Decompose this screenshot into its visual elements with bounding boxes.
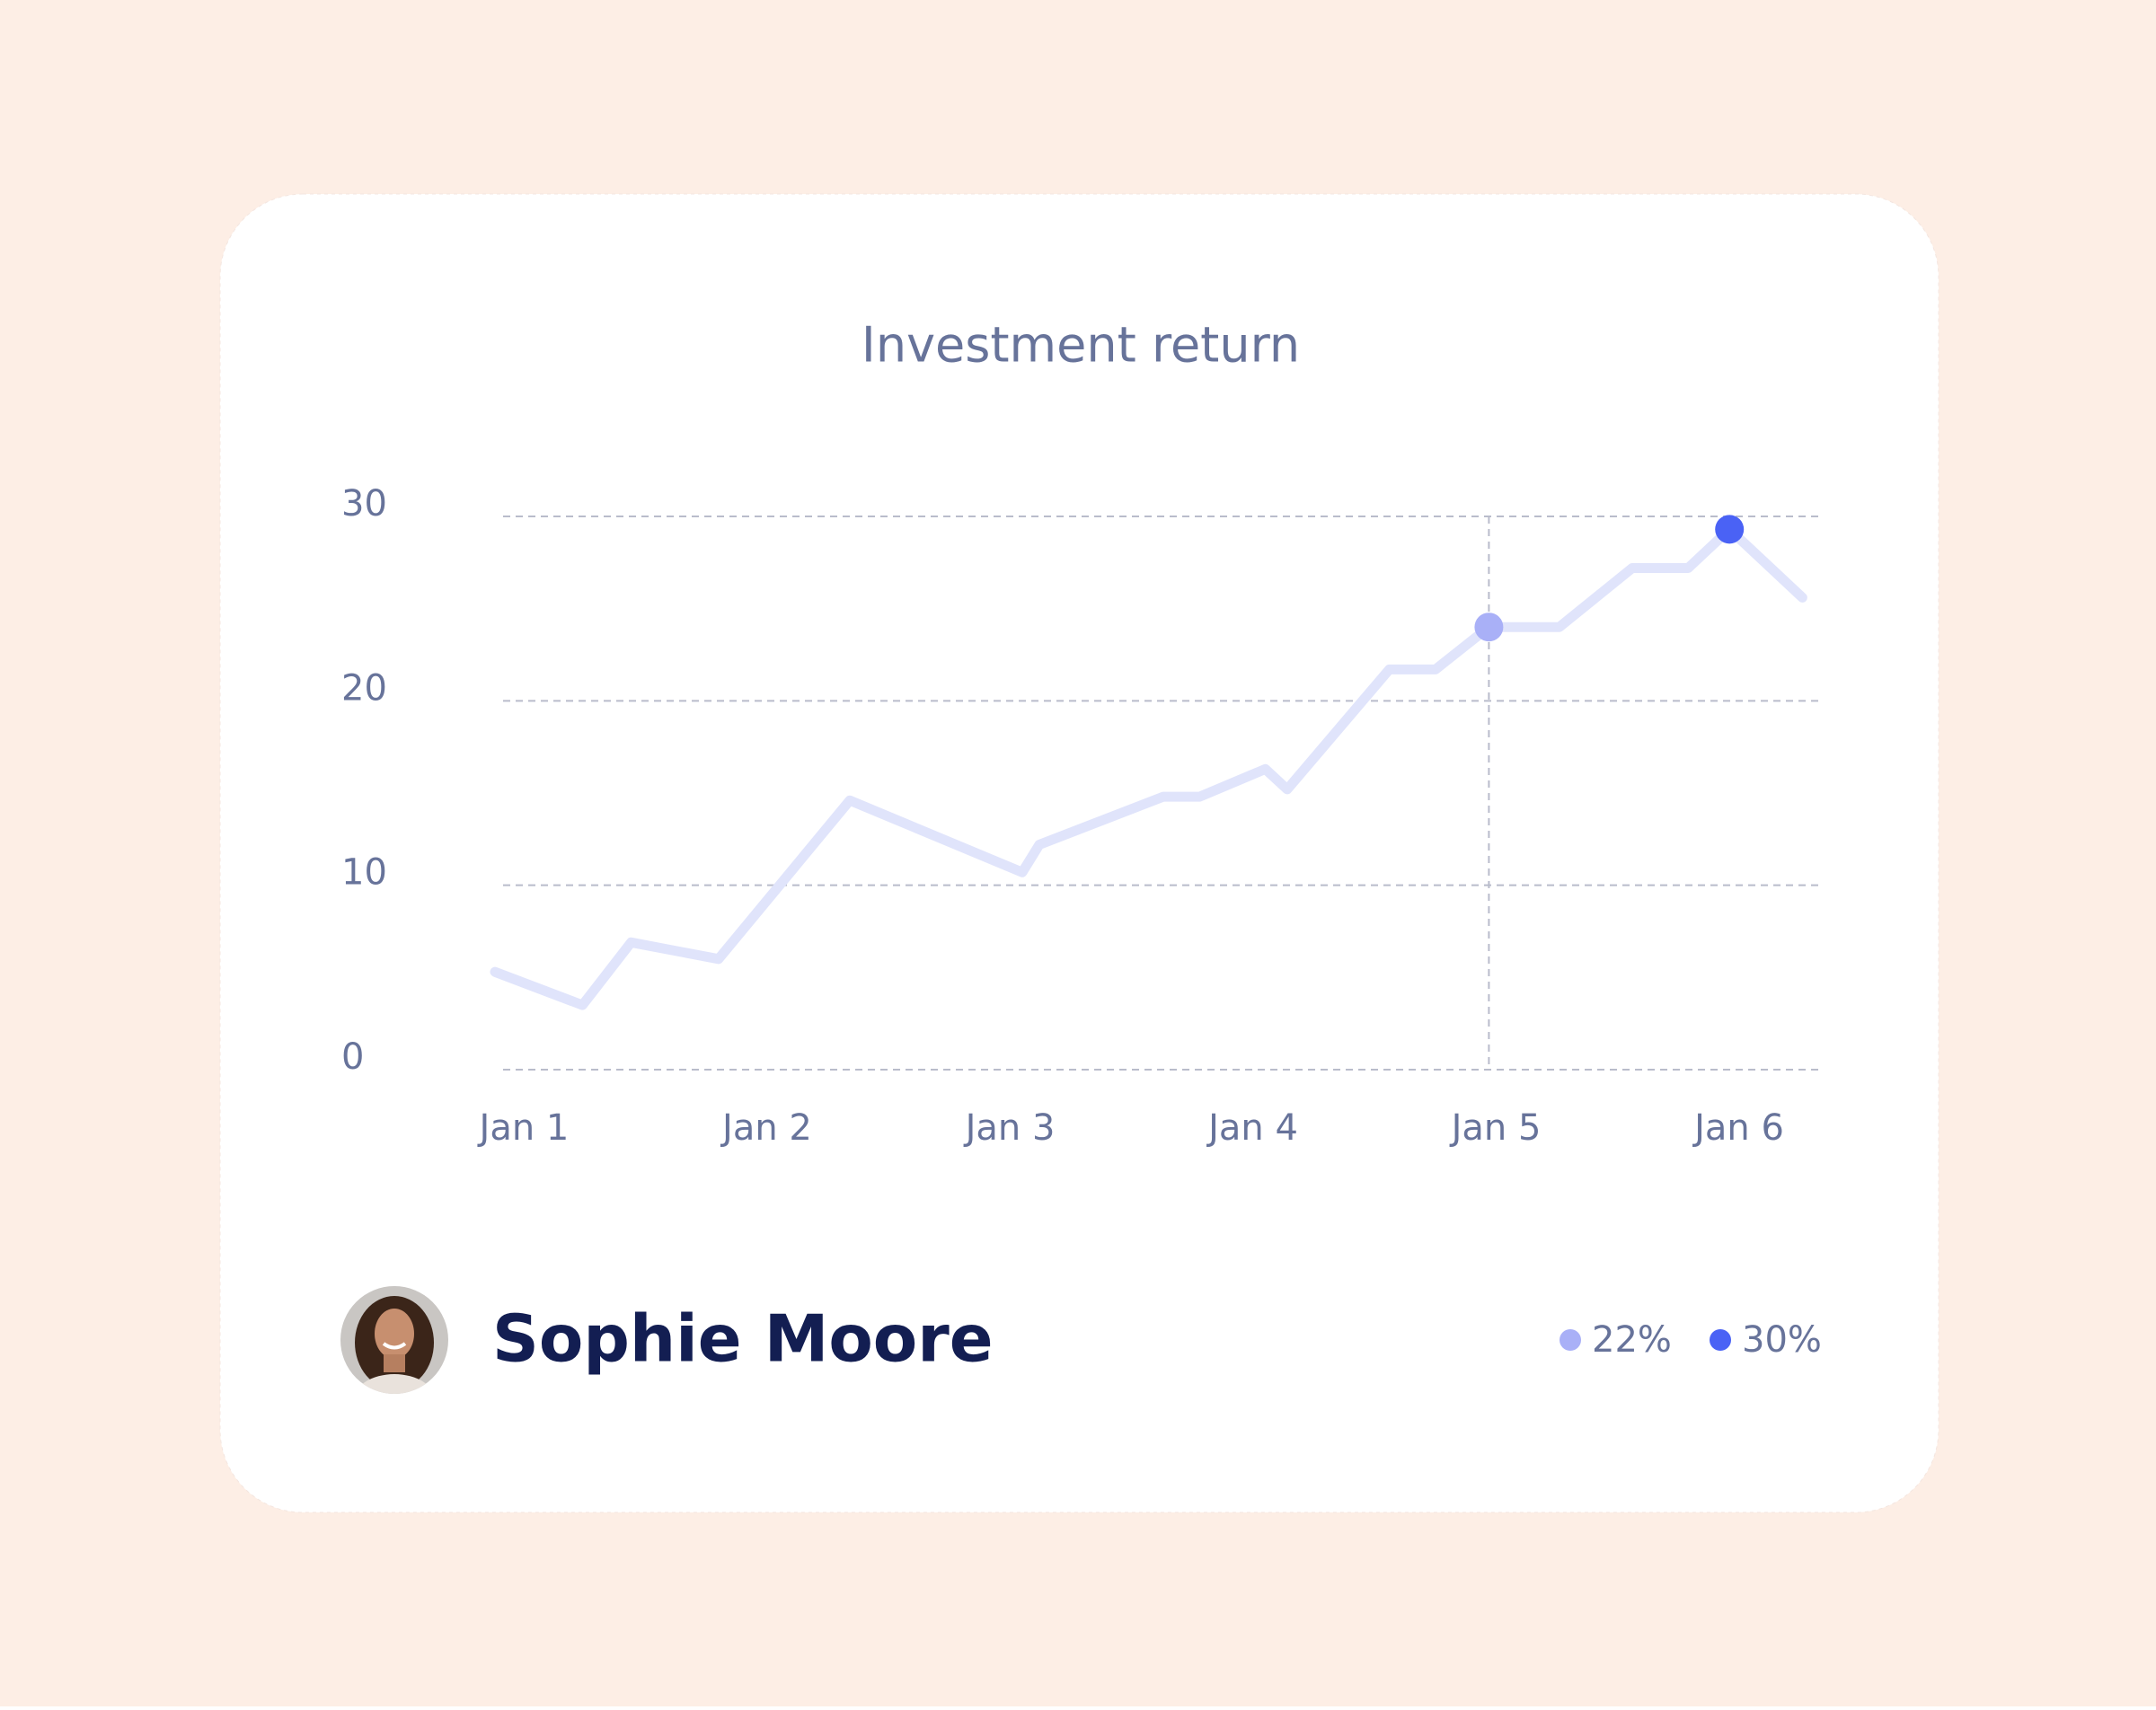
x-tick-label: Jan 6 (1692, 1107, 1784, 1149)
x-tick-label: Jan 1 (477, 1107, 570, 1149)
y-tick-label: 30 (341, 483, 387, 524)
highlight-point (1474, 613, 1504, 642)
y-tick-label: 20 (341, 667, 387, 709)
legend-label: 30% (1742, 1319, 1822, 1361)
profile-name: Sophie Moore (492, 1301, 994, 1377)
legend-label: 22% (1592, 1319, 1672, 1361)
y-tick-label: 10 (341, 852, 387, 894)
x-tick-label: Jan 4 (1206, 1107, 1298, 1149)
chart-title: Investment return (862, 317, 1300, 374)
legend-dot (1710, 1329, 1731, 1351)
x-tick-label: Jan 3 (963, 1107, 1056, 1149)
highlight-point (1715, 515, 1745, 544)
x-tick-label: Jan 5 (1449, 1107, 1542, 1149)
legend-dot (1560, 1329, 1581, 1351)
y-tick-label: 0 (341, 1036, 364, 1078)
card (219, 193, 1940, 1513)
avatar (340, 1286, 448, 1394)
line (490, 524, 1807, 1010)
x-tick-label: Jan 2 (720, 1107, 812, 1149)
